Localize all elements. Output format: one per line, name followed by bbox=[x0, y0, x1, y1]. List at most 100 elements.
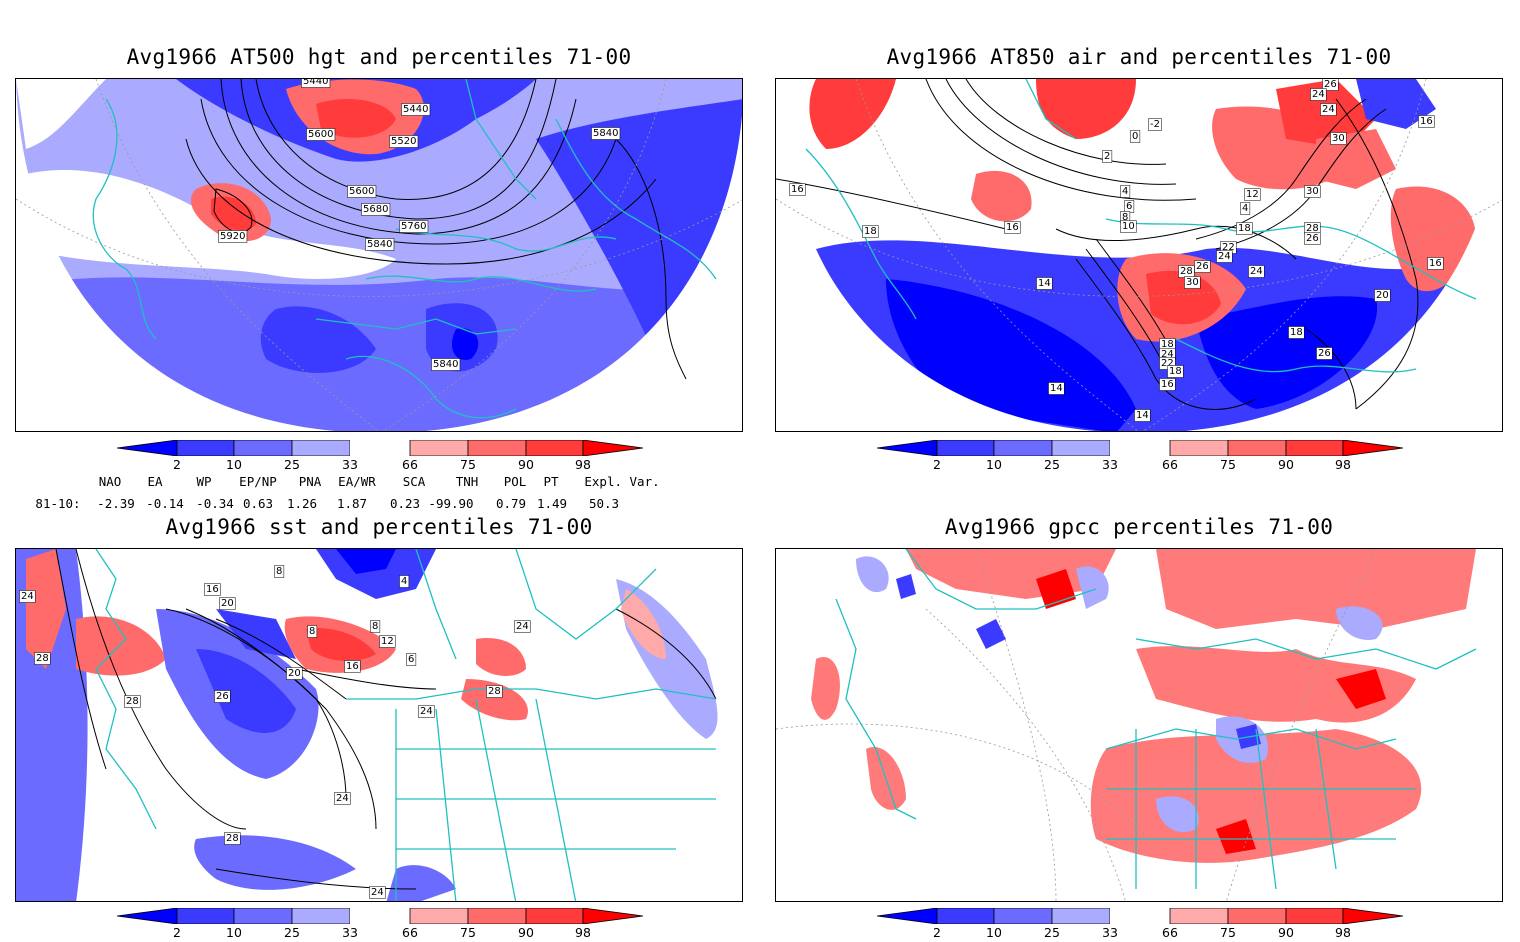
contour-label: 24 bbox=[420, 706, 433, 717]
contour-label-box bbox=[1248, 265, 1265, 278]
contour-label-box bbox=[401, 103, 431, 116]
contour-label: -2 bbox=[1150, 119, 1160, 130]
contour-label: 6 bbox=[408, 654, 414, 665]
contour-label: 16 bbox=[346, 661, 359, 672]
contour-label: 16 bbox=[1006, 222, 1019, 233]
contour-label-box bbox=[214, 690, 231, 703]
contour-label: 16 bbox=[1161, 379, 1174, 390]
contour-label-box bbox=[361, 203, 391, 216]
contour-label-box bbox=[1304, 185, 1321, 198]
contour-label: 24 bbox=[1218, 251, 1231, 262]
colorbar-label: 33 bbox=[342, 457, 358, 472]
colorbar-label: 90 bbox=[518, 925, 534, 940]
contour-label-box bbox=[1320, 103, 1337, 116]
contour-label-box bbox=[431, 358, 461, 371]
contour-labels: 5440 5440 5600 5520 5840 5600 5680 5760 … bbox=[218, 79, 621, 371]
colorbar-label: 33 bbox=[1102, 457, 1118, 472]
contour-label-box bbox=[1159, 378, 1176, 391]
panel-title-gpcc: Avg1966 gpcc percentiles 71-00 bbox=[944, 515, 1334, 539]
teleconnection-index-table: NAO EA WP EP/NP PNA EA/WR SCA TNH POL PT… bbox=[0, 474, 760, 514]
colorbar-label: 25 bbox=[284, 457, 300, 472]
contour-label: 5600 bbox=[308, 129, 333, 140]
colorbar-top-right: 2 10 25 33 66 75 90 98 bbox=[876, 439, 1404, 474]
contour-label-box bbox=[379, 635, 396, 648]
contour-label-box bbox=[789, 183, 806, 196]
contour-label: 28 bbox=[226, 833, 239, 844]
contour-label: 8 bbox=[1122, 212, 1128, 223]
contour-label-box bbox=[399, 575, 410, 588]
contour-label-box bbox=[514, 620, 531, 633]
contour-label: 18 bbox=[864, 226, 877, 237]
contour-label: 8 bbox=[276, 566, 282, 577]
contour-label: 16 bbox=[206, 584, 219, 595]
colorbar-label: 33 bbox=[1102, 925, 1118, 940]
colorbar-label: 10 bbox=[226, 925, 242, 940]
index-row-label: 81-10: bbox=[35, 496, 81, 511]
contour-label: 26 bbox=[1196, 261, 1209, 272]
colorbar-label: 66 bbox=[402, 457, 418, 472]
map-air850: 26 24 -2 0 2 24 16 30 4 6 8 30 12 4 16 1… bbox=[776, 79, 1502, 431]
contour-label-box bbox=[1427, 257, 1444, 270]
index-value: 1.49 bbox=[536, 496, 568, 511]
contour-label-box bbox=[224, 832, 241, 845]
index-value: -0.34 bbox=[196, 496, 234, 511]
index-header: Expl. Var. bbox=[584, 474, 660, 489]
contour-label: 22 bbox=[1222, 242, 1235, 253]
index-header: POL bbox=[503, 474, 527, 489]
contour-label: 2 bbox=[1104, 151, 1110, 162]
contour-label: 8 bbox=[372, 621, 378, 632]
contour-label: 5840 bbox=[367, 239, 392, 250]
contour-label-box bbox=[1148, 118, 1162, 131]
contour-label-box bbox=[1004, 221, 1021, 234]
panel-title-hgt500: Avg1966 AT500 hgt and percentiles 71-00 bbox=[126, 45, 632, 69]
contour-label-box bbox=[1288, 326, 1305, 339]
contour-label: 14 bbox=[1050, 383, 1063, 394]
contour-label-box bbox=[1194, 260, 1211, 273]
contour-label: 12 bbox=[381, 636, 394, 647]
index-value: -2.39 bbox=[97, 496, 135, 511]
contour-label-box bbox=[219, 597, 236, 610]
contour-label-box bbox=[370, 620, 381, 633]
contour-label: 18 bbox=[1238, 223, 1251, 234]
contour-label: 18 bbox=[1290, 327, 1303, 338]
contour-label: 26 bbox=[1306, 233, 1319, 244]
contour-label: 16 bbox=[1420, 116, 1433, 127]
contour-label-box bbox=[1330, 132, 1347, 145]
contour-label: 30 bbox=[1332, 133, 1345, 144]
map-panel-sst: 24 28 16 20 8 4 8 8 12 16 20 6 24 24 26 … bbox=[15, 548, 743, 902]
colorbar-label: 90 bbox=[518, 457, 534, 472]
contour-label-box bbox=[218, 230, 248, 243]
index-value: -99.90 bbox=[428, 496, 474, 511]
colorbar-label: 90 bbox=[1278, 925, 1294, 940]
contour-label-box bbox=[301, 79, 331, 88]
index-value: 0.63 bbox=[242, 496, 274, 511]
colorbar-swatches bbox=[116, 907, 644, 925]
contour-label: 24 bbox=[21, 591, 34, 602]
index-header: SCA bbox=[402, 474, 426, 489]
contour-label: 5440 bbox=[303, 79, 328, 87]
colorbar-label: 98 bbox=[1335, 925, 1351, 940]
contour-label: 5920 bbox=[220, 231, 245, 242]
colorbar-label: 98 bbox=[1335, 457, 1351, 472]
contour-labels: 26 24 -2 0 2 24 16 30 4 6 8 30 12 4 16 1… bbox=[789, 79, 1444, 422]
contour-label: 5600 bbox=[349, 186, 374, 197]
contour-label: 26 bbox=[1324, 79, 1337, 90]
contour-label: 28 bbox=[1180, 266, 1193, 277]
contour-label: 24 bbox=[1322, 104, 1335, 115]
contour-label: 24 bbox=[516, 621, 529, 632]
map-panel-hgt500: 5440 5440 5600 5520 5840 5600 5680 5760 … bbox=[15, 78, 743, 432]
contour-labels: 24 28 16 20 8 4 8 8 12 16 20 6 24 24 26 … bbox=[19, 565, 531, 899]
map-hgt500: 5440 5440 5600 5520 5840 5600 5680 5760 … bbox=[16, 79, 742, 431]
contour-label-box bbox=[418, 705, 435, 718]
contour-label-box bbox=[369, 886, 386, 899]
contour-label-box bbox=[389, 135, 419, 148]
contour-label-box bbox=[1316, 347, 1333, 360]
contour-label-box bbox=[1102, 150, 1113, 163]
contour-label-box bbox=[1240, 202, 1251, 215]
colorbar-top-left: 2 10 25 33 66 75 90 98 bbox=[116, 439, 644, 474]
contour-label-box bbox=[306, 128, 336, 141]
contour-label: 22 bbox=[1161, 358, 1174, 369]
contour-label: 5440 bbox=[403, 104, 428, 115]
contour-label: 24 bbox=[1312, 89, 1325, 100]
contour-label: 0 bbox=[1132, 131, 1138, 142]
